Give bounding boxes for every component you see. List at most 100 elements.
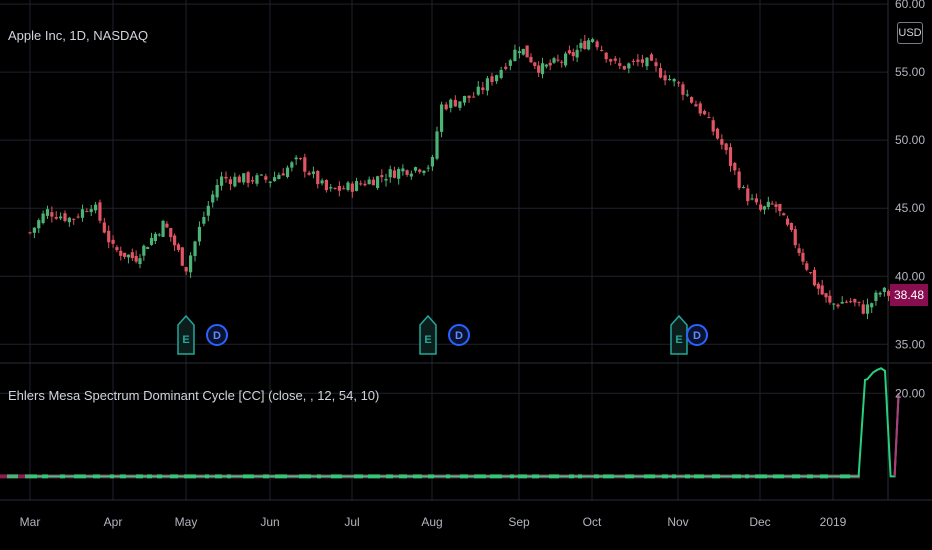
- candle: [571, 48, 575, 62]
- earnings-marker-shape: [419, 314, 437, 355]
- dividend-marker-icon[interactable]: D: [448, 324, 470, 346]
- earnings-marker-label: E: [675, 334, 682, 346]
- candle: [556, 54, 560, 63]
- indicator-baseline-segment: [18, 474, 25, 479]
- candle: [119, 246, 123, 261]
- candle: [146, 246, 150, 250]
- candle-body: [294, 157, 298, 160]
- candle: [281, 168, 285, 176]
- candle-body: [622, 66, 626, 70]
- last-price-badge: 38.48: [890, 284, 928, 306]
- candle: [797, 243, 801, 257]
- candle-body: [246, 172, 250, 183]
- candle-body: [376, 176, 380, 189]
- candle-body: [504, 66, 508, 69]
- candle-body: [746, 188, 750, 202]
- candle: [197, 221, 202, 246]
- candle-body: [618, 63, 622, 66]
- candle: [359, 180, 363, 186]
- indicator-baseline-segment: [7, 474, 18, 479]
- currency-button[interactable]: USD: [897, 22, 923, 44]
- candle: [785, 215, 790, 227]
- candle: [413, 166, 418, 173]
- candle: [37, 218, 41, 234]
- candle-body: [540, 63, 545, 75]
- candle: [865, 298, 870, 320]
- candle-body: [388, 169, 392, 178]
- candle-body: [741, 187, 746, 189]
- candle: [762, 205, 767, 215]
- candle-body: [774, 204, 778, 207]
- earnings-marker-icon[interactable]: E: [419, 314, 437, 355]
- candle: [307, 170, 311, 176]
- candle-body: [672, 78, 676, 82]
- candle-body: [631, 60, 635, 62]
- candle: [724, 142, 728, 155]
- candle: [354, 177, 359, 192]
- candle-body: [789, 222, 794, 230]
- candle-body: [754, 198, 758, 203]
- candle: [728, 143, 733, 172]
- candle: [579, 38, 583, 52]
- candle-body: [89, 209, 93, 213]
- indicator-series: [0, 367, 900, 479]
- candle: [233, 172, 237, 188]
- candle-body: [184, 267, 188, 272]
- x-tick-label: Dec: [749, 515, 770, 529]
- symbol-title[interactable]: Apple Inc, 1D, NASDAQ: [8, 28, 149, 43]
- candle-body: [193, 241, 197, 256]
- candle: [746, 184, 750, 206]
- candle-body: [123, 252, 127, 257]
- candle: [337, 181, 341, 197]
- candle-body: [820, 285, 824, 295]
- candle: [681, 81, 685, 101]
- candle: [828, 290, 832, 305]
- candle: [285, 165, 290, 179]
- candle-body: [828, 295, 832, 303]
- earnings-marker-icon[interactable]: E: [670, 314, 688, 355]
- candle-body: [778, 203, 782, 212]
- candle-body: [439, 104, 444, 132]
- candle-body: [72, 218, 76, 220]
- candle-body: [587, 40, 591, 50]
- candle-body: [430, 157, 435, 167]
- candle-body: [237, 176, 241, 183]
- candle-body: [494, 75, 499, 82]
- candle: [130, 248, 134, 261]
- candle-body: [567, 50, 572, 54]
- y-tick-label: 60.00: [895, 0, 925, 11]
- candle: [409, 170, 413, 180]
- indicator-baseline-segment: [0, 474, 7, 479]
- candle-body: [472, 96, 476, 98]
- candle-body: [694, 104, 698, 107]
- candle: [494, 74, 499, 84]
- candle: [636, 54, 640, 67]
- candle: [552, 56, 556, 64]
- candle-body: [785, 218, 790, 225]
- candle: [590, 37, 595, 43]
- candle-body: [563, 53, 568, 66]
- candle-body: [250, 180, 255, 182]
- candle: [658, 63, 663, 79]
- candle-body: [590, 39, 595, 42]
- candle: [298, 157, 303, 161]
- candle-body: [142, 245, 146, 256]
- candle: [849, 298, 853, 304]
- candle: [711, 116, 715, 136]
- candle: [28, 231, 32, 235]
- earnings-marker-icon[interactable]: E: [177, 314, 195, 355]
- candle: [111, 235, 115, 248]
- candle: [422, 170, 426, 176]
- candle: [444, 101, 448, 111]
- candle-body: [508, 60, 512, 66]
- candle-body: [663, 75, 667, 81]
- candle-body: [405, 170, 409, 175]
- dividend-marker-icon[interactable]: D: [206, 324, 228, 346]
- candle-body: [453, 99, 457, 107]
- indicator-title[interactable]: Ehlers Mesa Spectrum Dominant Cycle [CC]…: [8, 388, 380, 403]
- candle-body: [645, 57, 649, 67]
- candle-body: [303, 157, 307, 172]
- candle-body: [111, 239, 115, 244]
- dividend-marker-icon[interactable]: D: [686, 324, 708, 346]
